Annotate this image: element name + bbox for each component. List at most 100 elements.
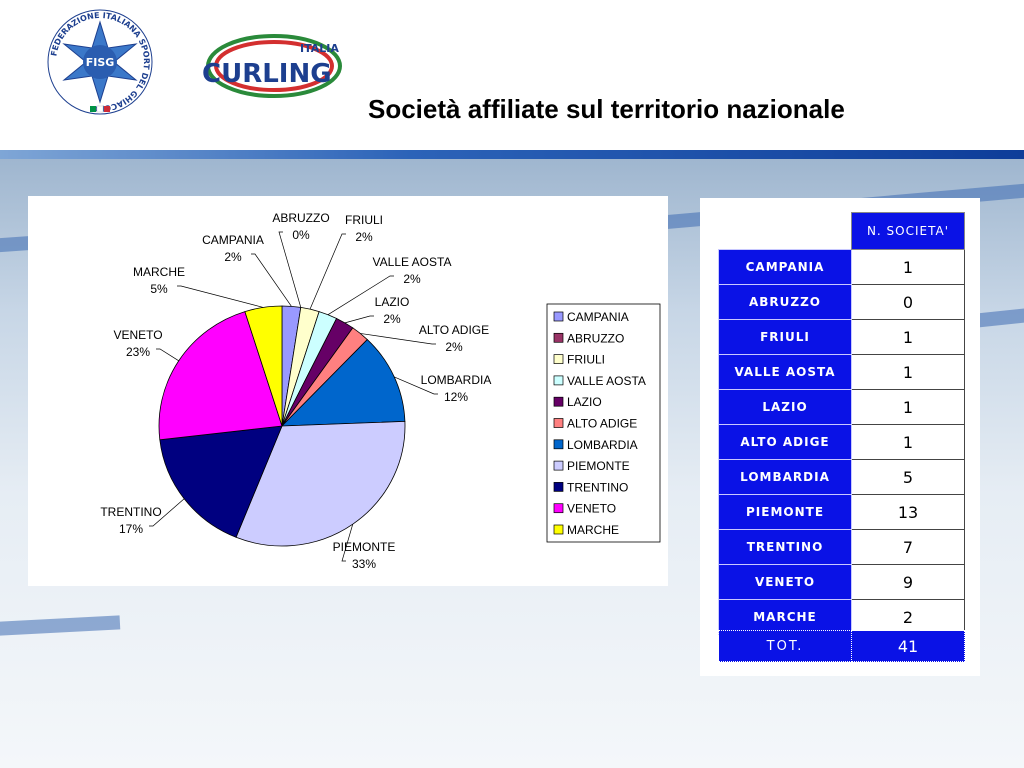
slice-label: MARCHE bbox=[133, 265, 185, 279]
slice-label: VENETO bbox=[113, 328, 162, 342]
row-region-name: VALLE AOSTA bbox=[718, 354, 852, 390]
row-region-name: ABRUZZO bbox=[718, 284, 852, 320]
row-count-value: 9 bbox=[851, 564, 965, 600]
row-region-name: PIEMONTE bbox=[718, 494, 852, 530]
table-header-row: N. SOCIETA' bbox=[718, 212, 965, 250]
chart-legend: CAMPANIA ABRUZZO FRIULI VALLE AOSTA LAZIO ALT… bbox=[546, 303, 661, 543]
row-region-name: CAMPANIA bbox=[718, 249, 852, 285]
table-row: LOMBARDIA 5 bbox=[718, 459, 965, 495]
curling-italia-logo: ITALIA CURLING bbox=[202, 34, 342, 98]
slice-label: ALTO ADIGE bbox=[419, 323, 489, 337]
table-row: VALLE AOSTA 1 bbox=[718, 354, 965, 390]
legend-swatch bbox=[553, 396, 564, 407]
total-label: TOT. bbox=[718, 630, 852, 662]
row-region-name: LOMBARDIA bbox=[718, 459, 852, 495]
slice-percent-label: 17% bbox=[119, 522, 143, 536]
legend-label: PIEMONTE bbox=[567, 459, 630, 473]
fisg-logo: FEDERAZIONE ITALIANA SPORT DEL GHIACCIO … bbox=[47, 9, 153, 115]
total-table: TOT. 41 bbox=[718, 630, 965, 662]
slice-label: VALLE AOSTA bbox=[373, 255, 452, 269]
page-title: Società affiliate sul territorio naziona… bbox=[368, 94, 845, 124]
slice-percent-label: 2% bbox=[445, 340, 463, 354]
slice-label: LOMBARDIA bbox=[421, 373, 492, 387]
row-count-value: 1 bbox=[851, 389, 965, 425]
slice-label: LAZIO bbox=[375, 295, 410, 309]
pie-chart-panel: CAMPANIA 2% ABRUZZO 0% FRIULI 2% VALLE AOSTA 2%… bbox=[28, 196, 668, 586]
pie-slice-veneto bbox=[158, 311, 283, 441]
row-count-value: 1 bbox=[851, 249, 965, 285]
curling-word-text: CURLING bbox=[202, 59, 332, 89]
table-header-label: N. SOCIETA' bbox=[851, 212, 965, 250]
pie-slice-marche bbox=[244, 305, 283, 427]
legend-label: VENETO bbox=[567, 502, 616, 516]
table-row: TRENTINO 7 bbox=[718, 529, 965, 565]
leader-line bbox=[278, 231, 302, 308]
legend-label: LOMBARDIA bbox=[567, 438, 638, 452]
leader-line bbox=[177, 285, 264, 308]
row-region-name: FRIULI bbox=[718, 319, 852, 355]
pie-slice-trentino bbox=[159, 425, 283, 538]
row-count-value: 2 bbox=[851, 599, 965, 635]
slice-percent-label: 12% bbox=[444, 390, 468, 404]
legend-swatch bbox=[553, 503, 564, 514]
slice-percent-label: 2% bbox=[403, 272, 421, 286]
legend-swatch bbox=[553, 524, 564, 535]
slice-percent-label: 23% bbox=[126, 345, 150, 359]
legend-swatch bbox=[553, 482, 564, 492]
slice-percent-label: 2% bbox=[355, 230, 373, 244]
row-region-name: VENETO bbox=[718, 564, 852, 600]
slice-label: ABRUZZO bbox=[272, 211, 329, 225]
leader-line bbox=[156, 348, 179, 362]
legend-label: VALLE AOSTA bbox=[567, 374, 646, 388]
row-count-value: 5 bbox=[851, 459, 965, 495]
legend-swatch bbox=[553, 439, 564, 450]
row-count-value: 1 bbox=[851, 354, 965, 390]
legend-swatch bbox=[553, 460, 564, 471]
table-row: PIEMONTE 13 bbox=[718, 494, 965, 530]
total-row: TOT. 41 bbox=[718, 630, 965, 662]
legend-swatch bbox=[553, 418, 564, 428]
leader-line bbox=[341, 524, 354, 562]
legend-label: ALTO ADIGE bbox=[567, 417, 637, 431]
table-panel: N. SOCIETA' CAMPANIA 1 ABRUZZO 0 FRIULI 1 VALL… bbox=[700, 198, 980, 676]
row-region-name: TRENTINO bbox=[718, 529, 852, 565]
table-row: FRIULI 1 bbox=[718, 319, 965, 355]
row-count-value: 0 bbox=[851, 284, 965, 320]
table-row: ABRUZZO 0 bbox=[718, 284, 965, 320]
curling-top-text: ITALIA bbox=[300, 42, 339, 55]
row-count-value: 1 bbox=[851, 424, 965, 460]
slice-label: FRIULI bbox=[345, 213, 383, 227]
legend-label: MARCHE bbox=[567, 523, 619, 537]
table-row: CAMPANIA 1 bbox=[718, 249, 965, 285]
row-region-name: ALTO ADIGE bbox=[718, 424, 852, 460]
pie-slice-piemonte bbox=[235, 420, 406, 547]
legend-label: LAZIO bbox=[567, 395, 602, 409]
legend-swatch bbox=[553, 354, 564, 364]
leader-line bbox=[149, 498, 185, 527]
leader-line bbox=[344, 315, 374, 324]
slice-percent-label: 33% bbox=[352, 557, 376, 571]
table-row: LAZIO 1 bbox=[718, 389, 965, 425]
slice-label: CAMPANIA bbox=[202, 233, 264, 247]
row-region-name: MARCHE bbox=[718, 599, 852, 635]
societa-table: N. SOCIETA' CAMPANIA 1 ABRUZZO 0 FRIULI 1 VALL… bbox=[718, 212, 965, 635]
legend-swatch bbox=[553, 332, 564, 343]
row-count-value: 7 bbox=[851, 529, 965, 565]
leader-line bbox=[327, 275, 394, 315]
leader-line bbox=[309, 233, 346, 310]
row-count-value: 1 bbox=[851, 319, 965, 355]
fisg-center-text: FISG bbox=[86, 56, 115, 69]
header: FEDERAZIONE ITALIANA SPORT DEL GHIACCIO … bbox=[0, 0, 1024, 152]
row-count-value: 13 bbox=[851, 494, 965, 530]
legend-label: ABRUZZO bbox=[567, 331, 624, 345]
table-corner bbox=[718, 212, 852, 250]
table-row: VENETO 9 bbox=[718, 564, 965, 600]
leader-line bbox=[360, 333, 436, 345]
slice-percent-label: 5% bbox=[150, 282, 168, 296]
legend-label: FRIULI bbox=[567, 353, 605, 367]
total-value: 41 bbox=[851, 630, 965, 662]
legend-label: TRENTINO bbox=[567, 480, 628, 494]
pie-slice-lombardia bbox=[281, 338, 406, 427]
table-row: ALTO ADIGE 1 bbox=[718, 424, 965, 460]
